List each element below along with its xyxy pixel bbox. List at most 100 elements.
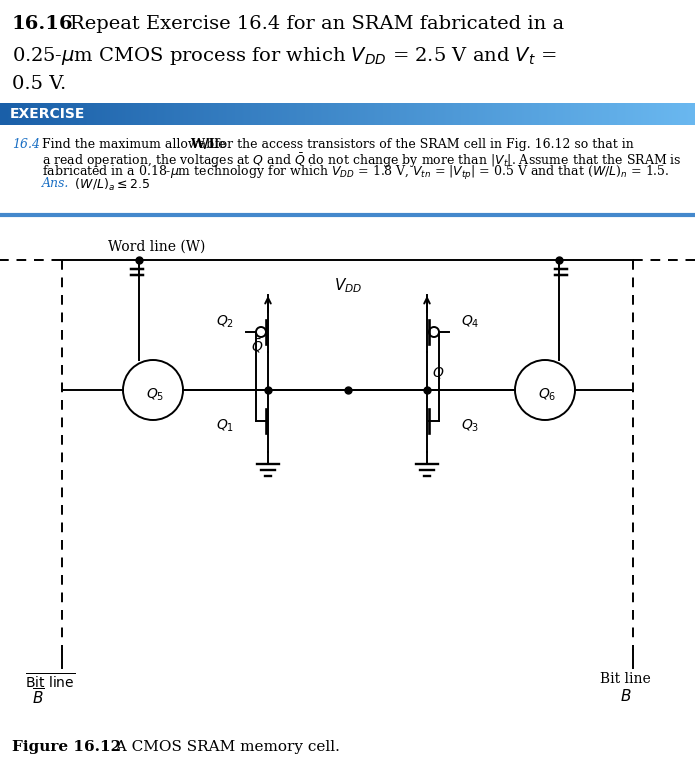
- Bar: [98, 103, 99, 125]
- Bar: [246, 103, 247, 125]
- Bar: [649, 103, 650, 125]
- Bar: [583, 103, 584, 125]
- Bar: [537, 103, 538, 125]
- Bar: [635, 103, 636, 125]
- Bar: [632, 103, 633, 125]
- Bar: [108, 103, 109, 125]
- Bar: [28, 103, 29, 125]
- Bar: [202, 103, 203, 125]
- Bar: [211, 103, 212, 125]
- Bar: [4, 103, 5, 125]
- Bar: [514, 103, 515, 125]
- Bar: [184, 103, 185, 125]
- Bar: [516, 103, 517, 125]
- Bar: [390, 103, 391, 125]
- Bar: [439, 103, 440, 125]
- Bar: [161, 103, 162, 125]
- Bar: [659, 103, 660, 125]
- Bar: [432, 103, 433, 125]
- Bar: [637, 103, 638, 125]
- Bar: [240, 103, 241, 125]
- Bar: [503, 103, 504, 125]
- Bar: [528, 103, 529, 125]
- Bar: [266, 103, 267, 125]
- Bar: [247, 103, 248, 125]
- Bar: [694, 103, 695, 125]
- Bar: [19, 103, 20, 125]
- Bar: [588, 103, 589, 125]
- Bar: [134, 103, 135, 125]
- Bar: [680, 103, 681, 125]
- Bar: [502, 103, 503, 125]
- Bar: [183, 103, 184, 125]
- Bar: [511, 103, 512, 125]
- Bar: [386, 103, 387, 125]
- Bar: [86, 103, 87, 125]
- Bar: [181, 103, 182, 125]
- Bar: [77, 103, 78, 125]
- Bar: [32, 103, 33, 125]
- Bar: [3, 103, 4, 125]
- Bar: [392, 103, 393, 125]
- Bar: [598, 103, 599, 125]
- Bar: [445, 103, 446, 125]
- Bar: [462, 103, 463, 125]
- Bar: [536, 103, 537, 125]
- Bar: [517, 103, 518, 125]
- Bar: [221, 103, 222, 125]
- Bar: [40, 103, 41, 125]
- Bar: [238, 103, 239, 125]
- Bar: [278, 103, 279, 125]
- Bar: [498, 103, 499, 125]
- Bar: [435, 103, 436, 125]
- Bar: [139, 103, 140, 125]
- Bar: [691, 103, 692, 125]
- Bar: [63, 103, 64, 125]
- Bar: [195, 103, 196, 125]
- Bar: [298, 103, 299, 125]
- Bar: [685, 103, 686, 125]
- Bar: [398, 103, 399, 125]
- Bar: [681, 103, 682, 125]
- Bar: [166, 103, 167, 125]
- Bar: [595, 103, 596, 125]
- Bar: [585, 103, 586, 125]
- Bar: [200, 103, 201, 125]
- Bar: [65, 103, 66, 125]
- Bar: [416, 103, 417, 125]
- Bar: [198, 103, 199, 125]
- Text: $Q_5$: $Q_5$: [146, 386, 164, 404]
- Bar: [262, 103, 263, 125]
- Bar: [629, 103, 630, 125]
- Bar: [601, 103, 602, 125]
- Bar: [234, 103, 235, 125]
- Bar: [203, 103, 204, 125]
- Bar: [539, 103, 540, 125]
- Bar: [582, 103, 583, 125]
- Bar: [479, 103, 480, 125]
- Bar: [557, 103, 558, 125]
- Bar: [449, 103, 450, 125]
- Bar: [135, 103, 136, 125]
- Bar: [360, 103, 361, 125]
- Bar: [55, 103, 56, 125]
- Bar: [30, 103, 31, 125]
- Bar: [639, 103, 640, 125]
- Bar: [489, 103, 490, 125]
- Bar: [16, 103, 17, 125]
- Bar: [170, 103, 171, 125]
- Bar: [105, 103, 106, 125]
- Bar: [434, 103, 435, 125]
- Bar: [138, 103, 139, 125]
- Bar: [406, 103, 407, 125]
- Bar: [367, 103, 368, 125]
- Bar: [0, 103, 1, 125]
- Bar: [497, 103, 498, 125]
- Bar: [674, 103, 675, 125]
- Bar: [8, 103, 9, 125]
- Bar: [188, 103, 189, 125]
- Bar: [29, 103, 30, 125]
- Bar: [307, 103, 308, 125]
- Bar: [75, 103, 76, 125]
- Bar: [187, 103, 188, 125]
